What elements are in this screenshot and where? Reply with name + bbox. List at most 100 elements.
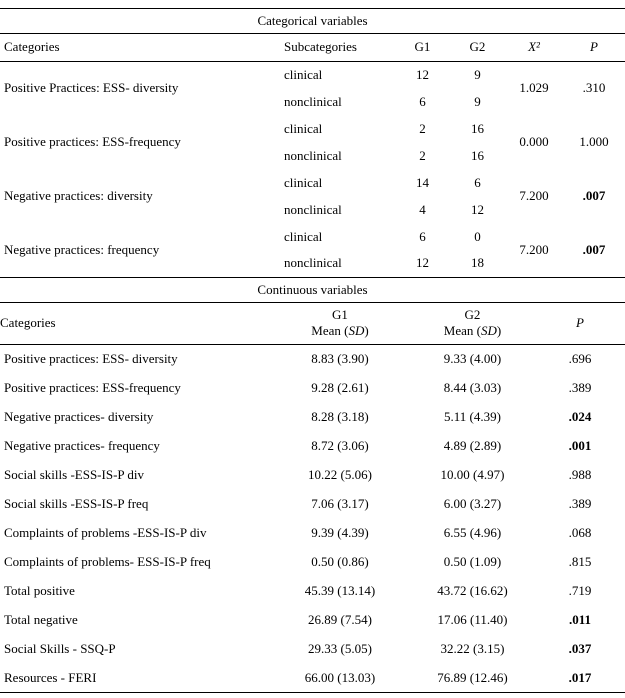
g2-value: 9 (474, 93, 481, 109)
g2-mean-sd: 6.55 (4.96) (443, 525, 502, 540)
continuous-section-title: Continuous variables (0, 278, 625, 303)
p-value: 1.000 (579, 134, 609, 149)
p-value: .719 (568, 583, 592, 598)
g1-mean-sd: 45.39 (13.14) (304, 583, 376, 598)
continuous-table: Categories G1 Mean (SD) G2 Mean (SD) P Pos… (0, 302, 625, 693)
subcategories-header: Subcategories (280, 34, 395, 62)
g1-value: 2 (419, 120, 426, 136)
g2-header: G2 (450, 34, 505, 62)
g1-mean-sd-header: G1 Mean (SD) (270, 302, 410, 345)
chi-square-value: 7.200 (519, 241, 549, 257)
categorical-section-title: Categorical variables (0, 8, 625, 34)
table-row: nonclinical 2 16 (0, 142, 625, 169)
p-value: .017 (568, 669, 592, 685)
table-row: Positive practices: ESS-frequency 9.28 (… (0, 374, 625, 403)
category-cell: Negative practices: diversity (4, 188, 153, 203)
category-cell: Social skills -ESS-IS-P freq (4, 496, 149, 511)
g1-header: G1 (395, 34, 450, 62)
g1-mean-sd: 9.39 (4.39) (311, 525, 369, 540)
table-row: Total negative 26.89 (7.54) 17.06 (11.40… (0, 606, 625, 635)
g1-mean-sd: 10.22 (5.06) (308, 467, 372, 482)
chi-square-value: 7.200 (519, 188, 549, 203)
subcategory-cell: nonclinical (284, 255, 342, 271)
g2-value: 0 (474, 228, 481, 244)
g2-mean-sd-header: G2 Mean (SD) (410, 302, 535, 345)
p-value: .696 (568, 351, 592, 367)
g2-value: 18 (471, 255, 484, 271)
category-cell: Total positive (4, 583, 75, 598)
g2-mean-sd: 17.06 (11.40) (437, 612, 508, 627)
g2-mean-sd: 8.44 (3.03) (443, 380, 502, 395)
table-row: nonclinical 12 18 (0, 250, 625, 277)
subcategory-cell: nonclinical (284, 147, 342, 163)
g1-mean-sd: 29.33 (5.05) (308, 641, 372, 656)
table-row: Positive practices: ESS- diversity 8.83 … (0, 345, 625, 374)
g1-mean-sd: 7.06 (3.17) (311, 496, 369, 511)
g2-mean-sd: 32.22 (3.15) (440, 641, 505, 656)
table-row: Social skills -ESS-IS-P freq 7.06 (3.17)… (0, 490, 625, 519)
g2-mean-sd: 9.33 (4.00) (443, 351, 502, 367)
p-value: .389 (568, 380, 592, 395)
subcategory-cell: clinical (284, 120, 323, 136)
categories-header: Categories (0, 34, 280, 62)
category-cell: Negative practices- frequency (4, 438, 160, 453)
category-cell: Resources - FERI (4, 669, 97, 685)
categories-header: Categories (0, 302, 270, 345)
category-cell: Positive practices: ESS-frequency (4, 134, 181, 149)
subcategory-cell: nonclinical (284, 93, 342, 109)
category-cell: Total negative (4, 612, 78, 627)
table-row: nonclinical 6 9 (0, 88, 625, 115)
category-cell: Social skills -ESS-IS-P div (4, 467, 145, 482)
g1-value: 6 (419, 228, 426, 244)
category-cell: Negative practices- diversity (4, 409, 154, 424)
p-value: .815 (568, 554, 592, 569)
chi-square-value: 0.000 (519, 134, 549, 149)
g2-mean-sd: 5.11 (4.39) (444, 409, 501, 424)
g1-mean-sd: 26.89 (7.54) (308, 612, 372, 627)
table-row: Negative practices: diversity clinical 1… (0, 169, 625, 204)
p-value: .011 (568, 612, 592, 627)
categorical-header-row: Categories Subcategories G1 G2 X² P (0, 34, 625, 62)
g1-value: 12 (416, 255, 429, 271)
g2-value: 16 (471, 120, 484, 136)
category-cell: Complaints of problems- ESS-IS-P freq (4, 554, 211, 569)
table-row: Complaints of problems -ESS-IS-P div 9.3… (0, 519, 625, 548)
p-value: .007 (582, 188, 606, 203)
p-value: .001 (568, 438, 592, 453)
continuous-header-row: Categories G1 Mean (SD) G2 Mean (SD) P (0, 302, 625, 345)
table-row: Negative practices- frequency 8.72 (3.06… (0, 432, 625, 461)
g1-value: 12 (416, 66, 429, 82)
chi-square-header: X² (505, 34, 563, 62)
p-value: .007 (582, 241, 606, 257)
table-row: Negative practices- diversity 8.28 (3.18… (0, 403, 625, 432)
category-cell: Positive Practices: ESS- diversity (4, 80, 179, 96)
g1-value: 14 (416, 174, 429, 190)
table-row: nonclinical 4 12 (0, 196, 625, 223)
g2-mean-sd: 6.00 (3.27) (443, 496, 502, 511)
g2-value: 9 (474, 66, 481, 82)
g1-mean-sd: 8.72 (3.06) (311, 438, 369, 453)
table-row: Negative practices: frequency clinical 6… (0, 223, 625, 257)
subcategory-cell: clinical (284, 228, 323, 244)
g1-mean-sd: 0.50 (0.86) (311, 554, 369, 569)
g2-mean-sd: 4.89 (2.89) (443, 438, 502, 453)
p-value: .988 (568, 467, 592, 482)
g2-value: 12 (471, 201, 484, 217)
g1-value: 4 (419, 201, 426, 217)
g2-mean-sd: 0.50 (1.09) (443, 554, 502, 569)
g1-mean-sd: 9.28 (2.61) (311, 380, 369, 395)
table-row: Positive practices: ESS-frequency clinic… (0, 115, 625, 150)
category-cell: Positive practices: ESS- diversity (4, 351, 178, 367)
g1-mean-sd: 8.83 (3.90) (311, 351, 369, 367)
p-header: P (563, 34, 625, 62)
p-value: .310 (582, 80, 606, 96)
table-row: Social Skills - SSQ-P 29.33 (5.05) 32.22… (0, 635, 625, 664)
subcategory-cell: nonclinical (284, 201, 342, 217)
table-row: Complaints of problems- ESS-IS-P freq 0.… (0, 548, 625, 577)
table-row: Social skills -ESS-IS-P div 10.22 (5.06)… (0, 461, 625, 490)
chi-square-value: 1.029 (519, 80, 549, 96)
table-row: Total positive 45.39 (13.14) 43.72 (16.6… (0, 577, 625, 606)
p-value: .037 (568, 641, 592, 656)
table-row: Resources - FERI 66.00 (13.03) 76.89 (12… (0, 664, 625, 693)
g1-mean-sd: 8.28 (3.18) (311, 409, 369, 424)
